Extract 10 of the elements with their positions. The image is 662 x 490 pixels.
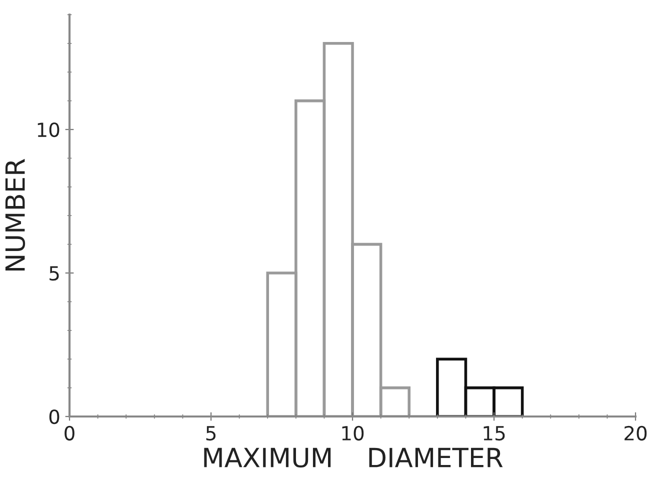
x-tick-label: 5: [206, 426, 216, 441]
x-tick-label: 15: [484, 426, 505, 441]
y-tick-label: 5: [50, 266, 59, 281]
y-tick-label: 0: [49, 409, 60, 424]
x-axis-title: MAXIMUM DIAMETER: [204, 448, 503, 468]
x-tick-label: 20: [624, 426, 647, 441]
x-tick-label: 10: [342, 426, 364, 441]
x-tick-label: 0: [64, 426, 74, 441]
y-tick-label: 10: [38, 122, 60, 138]
y-axis-title: NUMBER: [5, 158, 26, 270]
